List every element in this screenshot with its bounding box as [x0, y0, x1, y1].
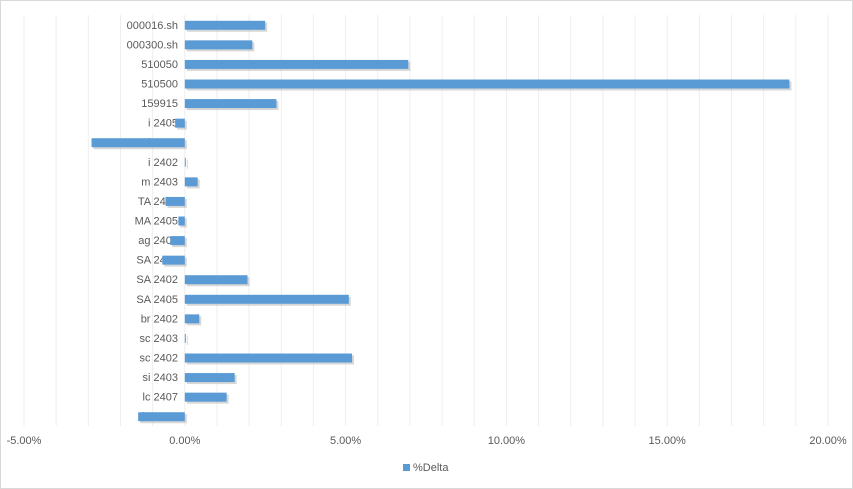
bar	[170, 236, 185, 246]
category-label: sc 2402	[139, 353, 178, 365]
category-label: m 2403	[141, 176, 178, 188]
bar	[138, 412, 185, 422]
category-label: 510050	[141, 59, 178, 71]
category-label: SA 2402	[136, 274, 178, 286]
bar	[175, 118, 185, 128]
bar	[184, 20, 266, 30]
category-label: SA 2405	[136, 294, 178, 306]
bar	[91, 138, 185, 148]
category-label: ag 2402	[138, 235, 178, 247]
x-tick-label: 10.00%	[488, 435, 526, 447]
category-label: MA 2405	[135, 216, 178, 228]
bar	[184, 99, 277, 109]
x-tick-label: 20.00%	[809, 435, 847, 447]
category-label: 000300.sh	[127, 39, 178, 51]
bar	[184, 40, 253, 50]
bar	[184, 59, 409, 69]
bar	[184, 373, 235, 383]
x-tick-label: 5.00%	[330, 435, 361, 447]
bar	[178, 216, 185, 226]
bar-shadow	[186, 335, 188, 345]
bar	[165, 196, 185, 206]
category-label: 510500	[141, 79, 178, 91]
category-label: si 2403	[143, 372, 178, 384]
x-tick-label: -5.00%	[7, 435, 42, 447]
category-label: 159915	[141, 98, 178, 110]
bar	[184, 275, 248, 285]
category-label: 000016.sh	[127, 20, 178, 32]
bar-shadow	[186, 159, 188, 169]
x-tick-label: 15.00%	[649, 435, 687, 447]
bar	[184, 177, 198, 187]
x-tick-label: 0.00%	[169, 435, 200, 447]
bar	[184, 333, 186, 343]
bar	[184, 353, 353, 363]
bar	[184, 294, 349, 304]
category-label: br 2402	[141, 313, 178, 325]
bar	[162, 255, 185, 265]
category-label: i 2402	[148, 157, 178, 169]
bar	[184, 314, 200, 324]
category-label: lc 2407	[143, 392, 178, 404]
bar	[184, 157, 186, 167]
bar	[184, 79, 790, 89]
bar	[184, 392, 227, 402]
category-label: i 2405	[148, 118, 178, 130]
legend-label: %Delta	[413, 462, 449, 474]
legend-swatch	[403, 464, 410, 471]
category-label: sc 2403	[139, 333, 178, 345]
